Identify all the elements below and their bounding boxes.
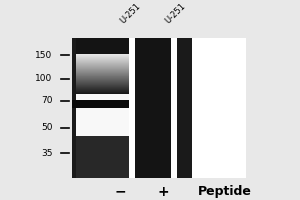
Text: +: +: [158, 185, 169, 199]
Text: 150: 150: [35, 51, 52, 60]
Text: U-251: U-251: [163, 1, 187, 25]
Bar: [76, 94, 129, 136]
Text: Peptide: Peptide: [198, 185, 252, 198]
Text: 100: 100: [35, 74, 52, 83]
Bar: [72, 38, 76, 178]
Text: 50: 50: [41, 123, 52, 132]
Bar: [72, 100, 129, 108]
Text: U-251: U-251: [118, 1, 142, 25]
Bar: [72, 38, 246, 178]
Text: 70: 70: [41, 96, 52, 105]
Bar: [135, 38, 171, 178]
Bar: [72, 38, 129, 55]
Bar: [72, 136, 129, 178]
Bar: [72, 38, 129, 178]
Text: −: −: [114, 185, 126, 199]
Text: 35: 35: [41, 149, 52, 158]
Bar: [177, 38, 192, 178]
